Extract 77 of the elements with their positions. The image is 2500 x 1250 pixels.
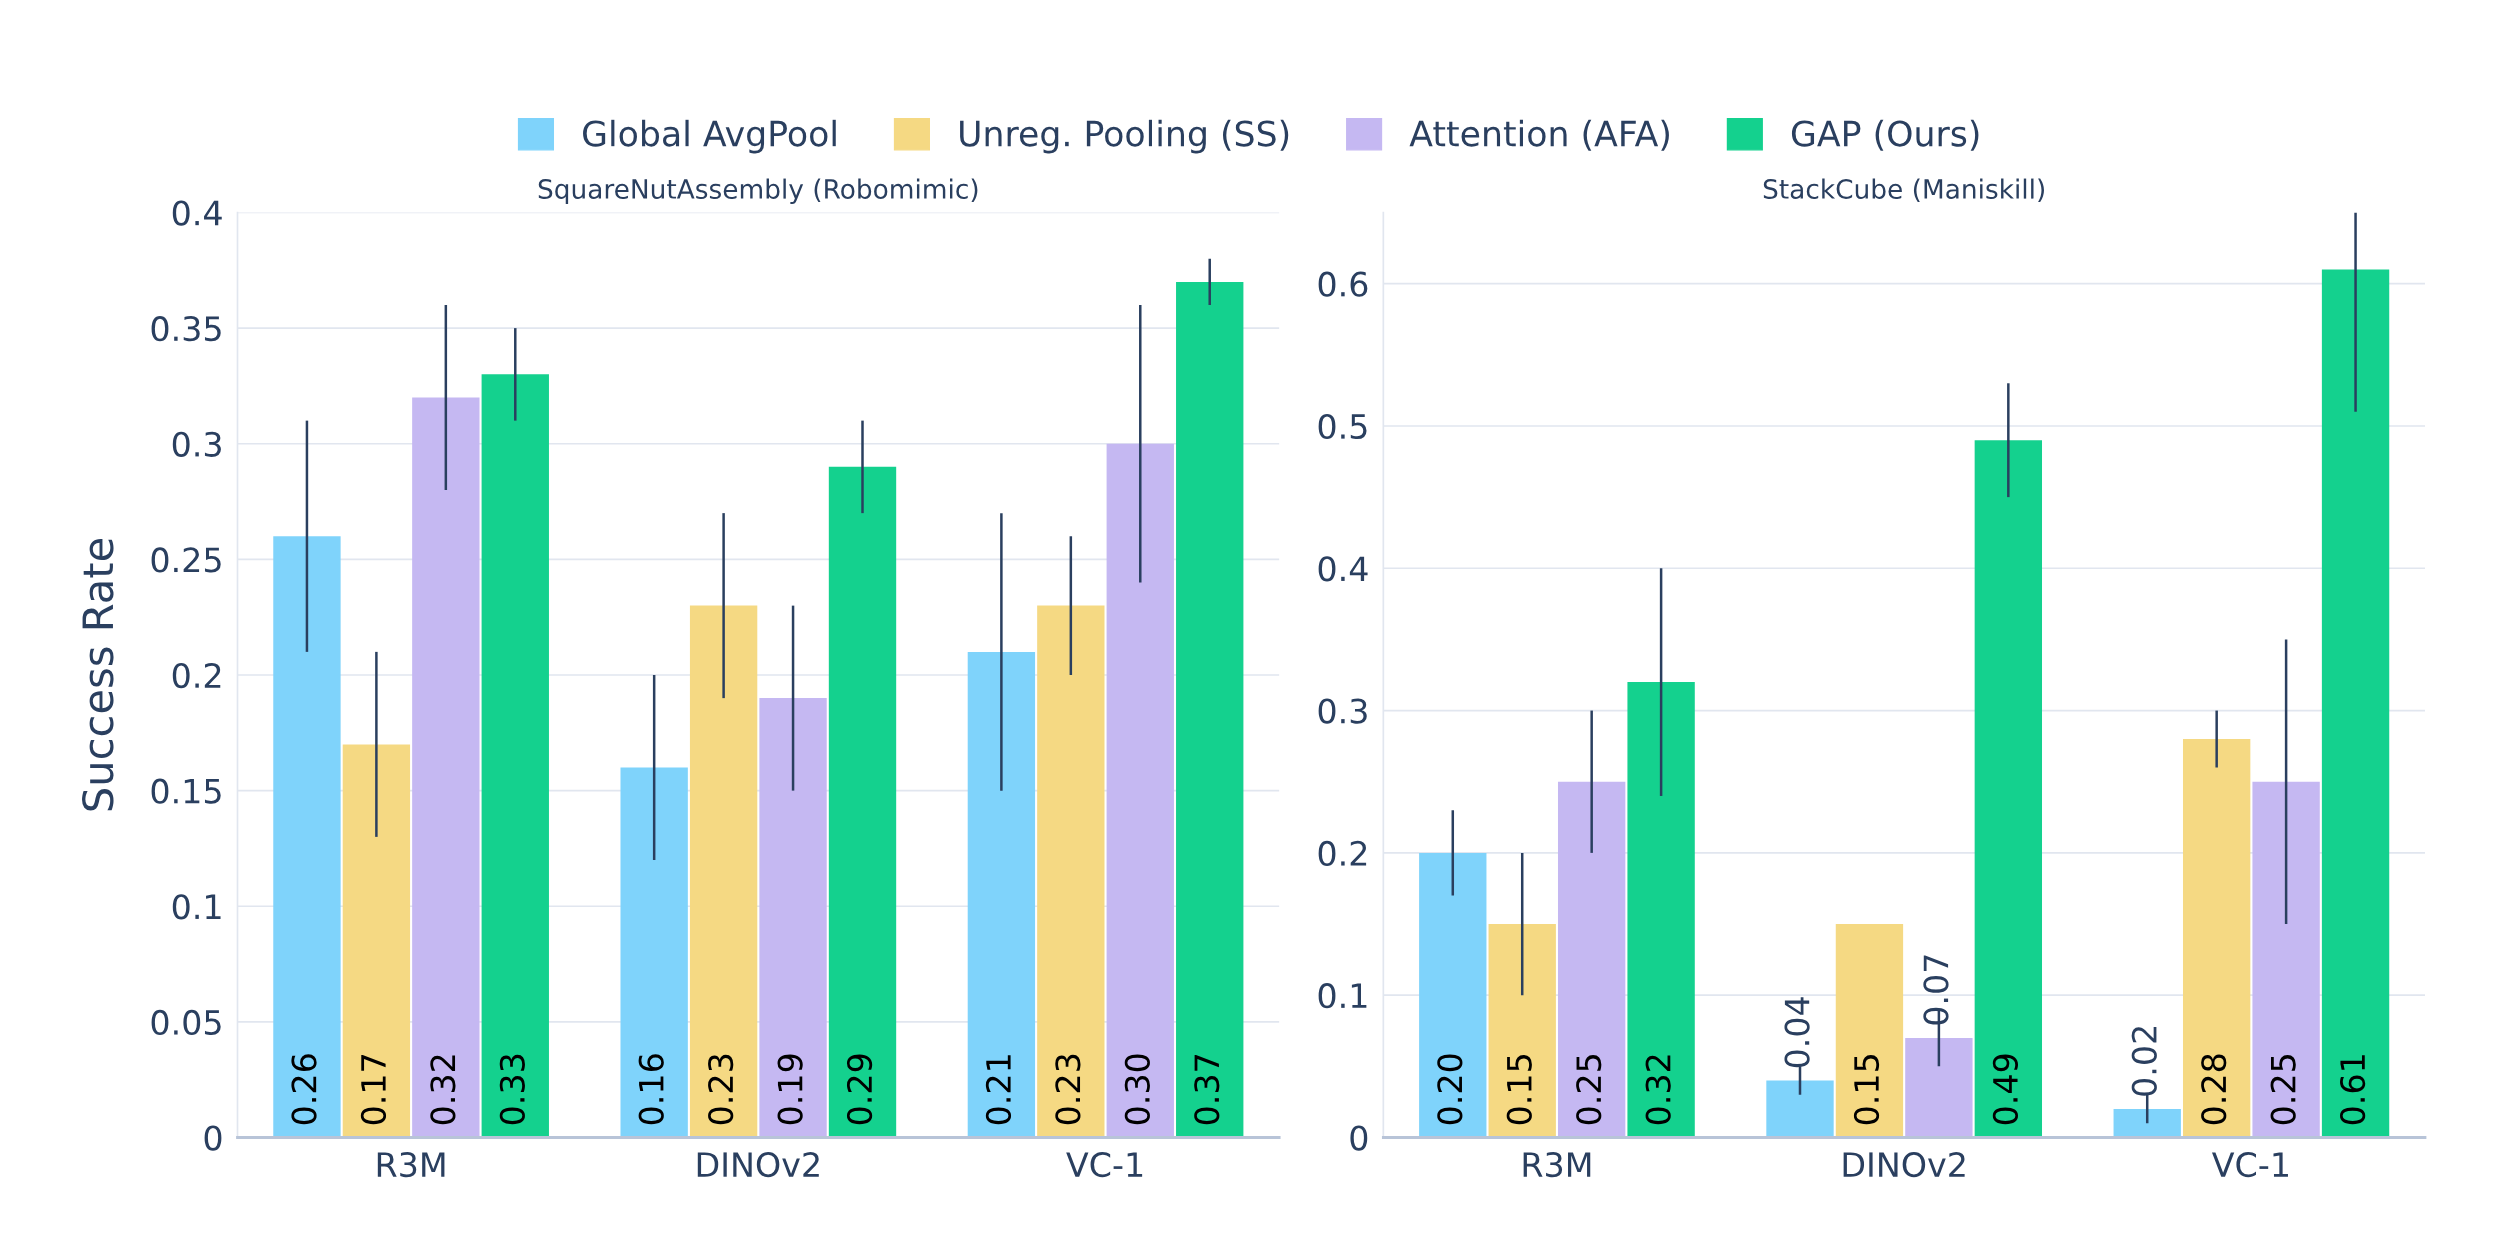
- x-tick-label: R3M: [1523, 1151, 1591, 1178]
- data-label: 0.33: [499, 1054, 525, 1125]
- data-label: 0.07: [1923, 955, 1949, 1025]
- data-label: 0.23: [708, 1054, 734, 1125]
- y-tick-label: 0.3: [172, 431, 221, 457]
- bar: [1905, 1037, 1973, 1138]
- legend-label: Unreg. Pooling (SS): [960, 119, 1289, 154]
- legend-label: GAP (Ours): [1791, 119, 1979, 151]
- y-tick-label: 0.3: [1318, 698, 1367, 724]
- bar: [759, 698, 827, 1138]
- bar: [273, 536, 341, 1138]
- bar: [481, 374, 549, 1138]
- bar: [2113, 1109, 2181, 1138]
- data-label: 0.37: [1194, 1055, 1220, 1125]
- y-tick-label: 0.15: [151, 778, 221, 804]
- y-tick-label: 0.35: [151, 316, 221, 342]
- y-tick-label: 0.5: [1318, 413, 1367, 440]
- x-tick-label: VC-1: [1066, 1151, 1143, 1178]
- data-label: 0.25: [2270, 1055, 2296, 1125]
- bar: [1176, 281, 1244, 1138]
- bar: [828, 466, 897, 1138]
- data-label: 0.17: [360, 1055, 387, 1125]
- data-label: 0.23: [1055, 1054, 1081, 1125]
- data-label: 0.30: [1124, 1054, 1150, 1125]
- data-label: 0.32: [430, 1055, 456, 1125]
- bar: [967, 651, 1036, 1138]
- data-label: 0.19: [777, 1054, 803, 1125]
- y-axis-title: Success Rate: [82, 538, 114, 811]
- x-tick-label: DINOv2: [1843, 1151, 1965, 1178]
- data-label: 0.02: [2131, 1027, 2157, 1096]
- bar: [2321, 269, 2390, 1138]
- bar: [620, 767, 688, 1138]
- bar: [1627, 682, 1695, 1138]
- data-label: 0.16: [638, 1054, 664, 1125]
- y-tick-label: 0.4: [172, 200, 222, 226]
- legend-label: Attention (AFA): [1409, 119, 1669, 151]
- data-label: 0.15: [1506, 1055, 1532, 1125]
- chart-title: SquareNutAssembly (Robomimic): [538, 178, 978, 205]
- y-tick-label: 0.2: [172, 662, 221, 689]
- x-tick-label: DINOv2: [697, 1151, 819, 1178]
- y-tick-label: 0.1: [172, 894, 221, 920]
- bar: [1419, 852, 1487, 1138]
- bar: [342, 744, 411, 1138]
- bar: [1557, 781, 1626, 1138]
- data-label: 0.32: [1645, 1055, 1671, 1125]
- data-label: 0.49: [1992, 1054, 2019, 1125]
- bar: [1835, 924, 1904, 1138]
- bar: [689, 605, 758, 1138]
- y-tick-label: 0.2: [1318, 840, 1367, 867]
- data-label: 0.29: [846, 1054, 873, 1125]
- bar: [1037, 605, 1105, 1138]
- bar: [1488, 924, 1556, 1138]
- bar: [1974, 440, 2043, 1138]
- bar: [1766, 1080, 1834, 1138]
- y-tick-label: 0: [204, 1125, 222, 1151]
- data-label: 0.15: [1853, 1055, 1880, 1125]
- data-label: 0.04: [1784, 997, 1810, 1068]
- chart-title: StackCube (Maniskill): [1763, 178, 2044, 203]
- bar: [2182, 739, 2251, 1138]
- data-label: 0.21: [985, 1055, 1012, 1125]
- bar: [2252, 781, 2320, 1138]
- y-tick-label: 0.6: [1318, 271, 1368, 297]
- x-tick-label: R3M: [377, 1151, 445, 1178]
- bar: [412, 397, 480, 1138]
- x-tick-label: VC-1: [2211, 1151, 2288, 1178]
- data-label: 0.25: [1576, 1055, 1602, 1125]
- y-tick-label: 0.05: [151, 1009, 221, 1036]
- y-tick-label: 0.1: [1318, 983, 1367, 1009]
- y-tick-label: 0.4: [1318, 556, 1368, 582]
- data-label: 0.26: [291, 1054, 317, 1125]
- y-tick-label: 0: [1350, 1125, 1368, 1151]
- bar: [1106, 443, 1174, 1138]
- data-label: 0.61: [2340, 1055, 2366, 1125]
- data-label: 0.20: [1437, 1054, 1463, 1125]
- y-tick-label: 0.25: [151, 547, 221, 573]
- legend-label: Global AvgPool: [583, 119, 836, 154]
- data-label: 0.28: [2201, 1054, 2227, 1125]
